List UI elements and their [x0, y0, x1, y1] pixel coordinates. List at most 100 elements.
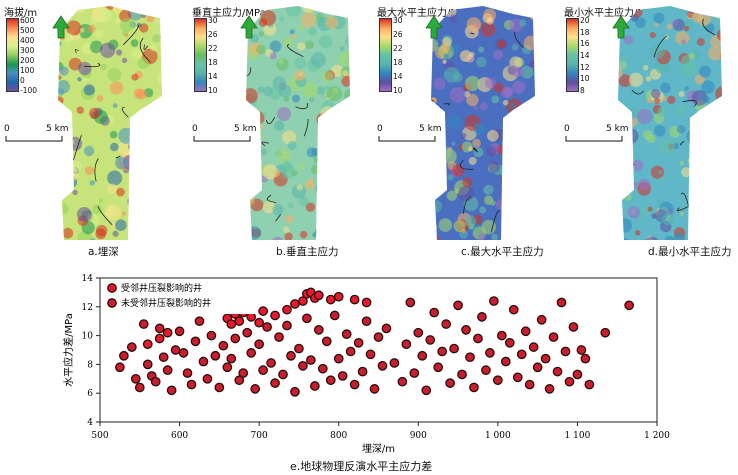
- data-point: [162, 365, 173, 376]
- x-axis-label: 埋深/m: [362, 443, 395, 455]
- data-point: [119, 350, 129, 361]
- data-point: [234, 375, 245, 386]
- scale-bar: [378, 136, 436, 142]
- data-point: [198, 356, 209, 367]
- data-point: [150, 376, 161, 387]
- data-point: [250, 384, 261, 394]
- data-point: [321, 336, 332, 347]
- data-point: [294, 343, 304, 354]
- data-point: [560, 346, 571, 357]
- legend-marker: [107, 298, 117, 308]
- data-point: [254, 317, 264, 328]
- data-point: [421, 385, 432, 396]
- scale-bar: [565, 136, 623, 142]
- data-point: [306, 355, 316, 365]
- data-point: [298, 360, 308, 371]
- color-bar-tick: 10: [580, 74, 590, 84]
- map-panel-3: 最大水平主应力/MPa 30 26 22 18 14 10 0 5 km c.最大水平主应力: [373, 0, 553, 262]
- data-point: [214, 382, 225, 393]
- data-point: [138, 319, 149, 329]
- data-point: [389, 358, 400, 368]
- color-bar-tick: 26: [208, 30, 218, 39]
- x-tick-label: 500: [91, 431, 108, 441]
- data-point: [170, 345, 181, 355]
- data-point: [290, 386, 300, 397]
- data-point: [206, 330, 217, 341]
- legend-marker: [107, 283, 117, 293]
- data-point: [349, 379, 360, 390]
- scale-bar: [193, 136, 251, 142]
- data-point: [210, 350, 221, 361]
- data-point: [445, 378, 455, 388]
- data-point: [130, 373, 141, 384]
- data-point: [317, 363, 328, 374]
- data-point: [337, 371, 348, 381]
- data-point: [341, 329, 352, 340]
- y-tick-label: 14: [82, 274, 94, 284]
- color-bar-tick: -100: [20, 86, 38, 95]
- data-point: [230, 333, 241, 344]
- x-tick-label: 1 000: [485, 431, 511, 441]
- color-bar-tick: 30: [393, 16, 403, 25]
- data-point: [441, 319, 451, 329]
- color-bar-tick: 100: [20, 66, 35, 75]
- data-point: [508, 304, 519, 315]
- data-point: [524, 379, 535, 390]
- y-tick-label: 12: [82, 303, 93, 313]
- color-bar-tick: 18: [208, 58, 218, 67]
- data-point: [246, 348, 257, 358]
- scatter-chart: 500 600 700 800 900 1 000 1 100 1 200 4 6 8 10 12 14 埋…: [62, 274, 670, 455]
- scale-label: 5 km: [606, 124, 629, 134]
- scale-label: 5 km: [419, 124, 442, 134]
- data-point: [504, 337, 515, 348]
- data-point: [302, 313, 312, 324]
- map-image: [193, 6, 350, 240]
- panel-caption: b.垂直主应力: [276, 246, 339, 258]
- data-point: [154, 323, 165, 334]
- data-point: [548, 332, 559, 342]
- data-point: [182, 368, 193, 378]
- legend-box: [106, 280, 256, 314]
- data-point: [536, 314, 547, 325]
- data-point: [286, 350, 296, 361]
- data-point: [552, 366, 563, 377]
- data-point: [361, 316, 372, 327]
- color-bar-tick: 0: [20, 76, 25, 85]
- data-point: [485, 348, 495, 358]
- color-bar-tick: 200: [20, 56, 35, 65]
- north-arrow-icon: [240, 15, 258, 39]
- data-point: [461, 324, 471, 335]
- color-bar-tick: 10: [393, 86, 403, 95]
- x-tick-label: 800: [330, 431, 347, 441]
- data-point: [270, 378, 280, 388]
- data-point: [473, 333, 483, 344]
- data-point: [397, 376, 408, 387]
- color-bar: [379, 18, 392, 92]
- data-point: [493, 375, 503, 386]
- data-point: [465, 352, 475, 363]
- x-tick-label: 600: [171, 431, 188, 441]
- data-point: [186, 379, 197, 390]
- color-bar-tick: 14: [208, 72, 218, 81]
- data-point: [401, 339, 412, 350]
- data-point: [190, 336, 201, 347]
- data-point: [282, 304, 292, 315]
- data-point: [266, 358, 276, 368]
- data-point: [469, 382, 479, 393]
- map-image: [565, 6, 722, 240]
- color-bar-tick: 500: [20, 26, 35, 35]
- data-point: [437, 346, 448, 357]
- data-point: [274, 332, 284, 342]
- data-point: [345, 346, 356, 357]
- legend-label: 受邻井压裂影响的井: [121, 282, 202, 294]
- color-bar-tick: 20: [580, 16, 590, 25]
- data-point: [162, 327, 173, 338]
- data-point: [377, 360, 388, 371]
- color-bar-tick: 400: [20, 36, 35, 45]
- data-point: [600, 327, 611, 338]
- data-point: [449, 343, 459, 354]
- color-bar: [194, 18, 207, 92]
- data-point: [453, 300, 463, 311]
- panel-caption: d.最小水平主应力: [648, 246, 732, 258]
- data-point: [381, 323, 392, 334]
